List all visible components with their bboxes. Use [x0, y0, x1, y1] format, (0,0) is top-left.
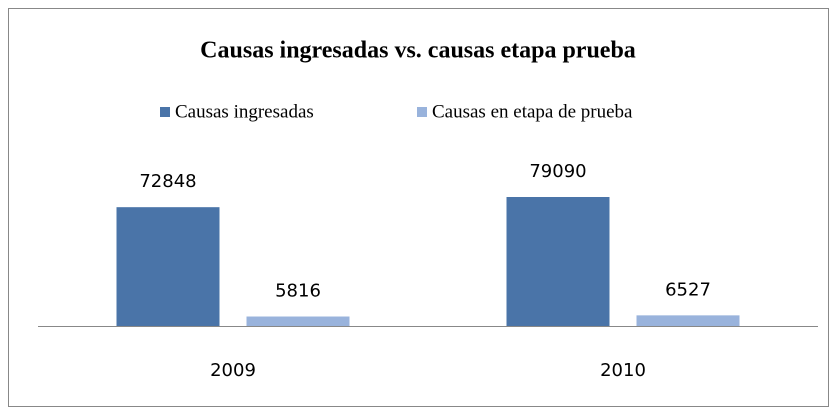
chart-title: Causas ingresadas vs. causas etapa prueb…: [200, 38, 636, 64]
bar: [636, 315, 740, 326]
bar: [246, 316, 350, 326]
legend-swatch: [417, 107, 427, 117]
x-tick-label: 2010: [600, 360, 646, 381]
data-label: 5816: [275, 281, 321, 302]
legend-label: Causas ingresadas: [175, 101, 314, 122]
legend-label: Causas en etapa de prueba: [432, 101, 633, 122]
bar: [506, 197, 610, 326]
data-label: 79090: [529, 161, 586, 182]
bar: [116, 207, 220, 326]
legend-swatch: [160, 107, 170, 117]
x-tick-label: 2009: [210, 360, 256, 381]
data-label: 72848: [139, 171, 196, 192]
data-label: 6527: [665, 279, 711, 300]
